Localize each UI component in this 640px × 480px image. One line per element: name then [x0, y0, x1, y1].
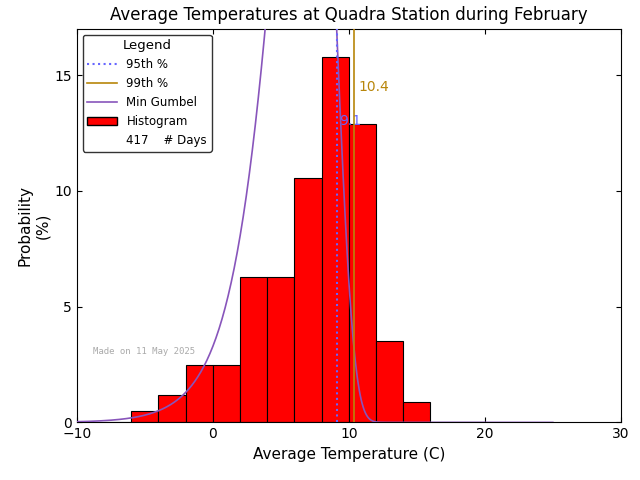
X-axis label: Average Temperature (C): Average Temperature (C) — [253, 447, 445, 462]
Bar — [403, 402, 431, 422]
Title: Average Temperatures at Quadra Station during February: Average Temperatures at Quadra Station d… — [110, 6, 588, 24]
Bar — [322, 57, 349, 422]
Bar — [186, 364, 212, 422]
Bar — [240, 276, 268, 422]
Bar — [294, 178, 322, 422]
Bar — [159, 395, 186, 422]
Bar — [376, 341, 403, 422]
Text: 9.1: 9.1 — [339, 114, 362, 129]
Bar — [212, 364, 240, 422]
Bar — [131, 411, 158, 422]
Bar — [349, 124, 376, 422]
Text: Made on 11 May 2025: Made on 11 May 2025 — [93, 347, 195, 356]
Bar — [268, 276, 294, 422]
Y-axis label: Probability
(%): Probability (%) — [18, 185, 50, 266]
Text: 10.4: 10.4 — [358, 80, 389, 94]
Legend: 95th %, 99th %, Min Gumbel, Histogram, 417    # Days: 95th %, 99th %, Min Gumbel, Histogram, 4… — [83, 35, 212, 152]
